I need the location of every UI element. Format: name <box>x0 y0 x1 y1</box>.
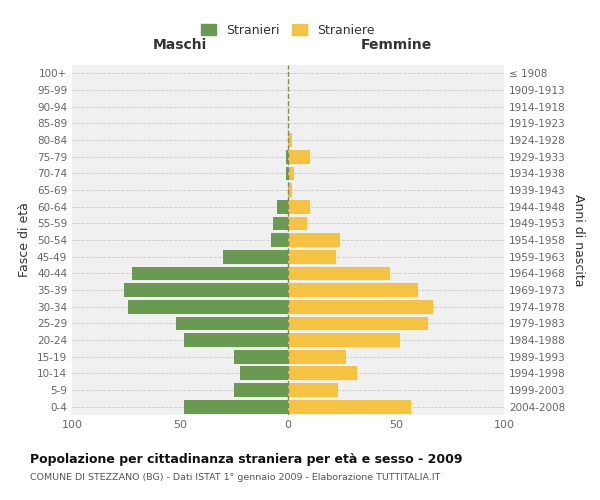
Bar <box>271 233 288 247</box>
Bar <box>288 333 400 347</box>
Bar <box>288 133 292 147</box>
Bar <box>133 266 288 280</box>
Bar <box>176 316 288 330</box>
Text: COMUNE DI STEZZANO (BG) - Dati ISTAT 1° gennaio 2009 - Elaborazione TUTTITALIA.I: COMUNE DI STEZZANO (BG) - Dati ISTAT 1° … <box>30 472 440 482</box>
Bar <box>288 233 340 247</box>
Bar <box>288 250 335 264</box>
Text: Femmine: Femmine <box>361 38 431 52</box>
Y-axis label: Fasce di età: Fasce di età <box>19 202 31 278</box>
Bar <box>286 150 288 164</box>
Bar <box>288 183 292 197</box>
Bar <box>288 166 295 180</box>
Legend: Stranieri, Straniere: Stranieri, Straniere <box>196 19 380 42</box>
Bar <box>288 200 310 213</box>
Bar <box>223 250 288 264</box>
Bar <box>288 383 338 397</box>
Bar <box>234 350 288 364</box>
Text: Popolazione per cittadinanza straniera per età e sesso - 2009: Popolazione per cittadinanza straniera p… <box>30 452 463 466</box>
Bar <box>288 366 357 380</box>
Bar <box>288 400 411 413</box>
Text: Maschi: Maschi <box>153 38 207 52</box>
Bar <box>128 300 288 314</box>
Bar <box>277 200 288 213</box>
Bar <box>288 283 418 297</box>
Bar <box>286 166 288 180</box>
Y-axis label: Anni di nascita: Anni di nascita <box>572 194 585 286</box>
Bar <box>288 266 389 280</box>
Bar <box>234 383 288 397</box>
Bar <box>288 300 433 314</box>
Bar <box>241 366 288 380</box>
Bar <box>288 350 346 364</box>
Bar <box>184 400 288 413</box>
Bar <box>273 216 288 230</box>
Bar <box>124 283 288 297</box>
Bar <box>288 216 307 230</box>
Bar <box>288 150 310 164</box>
Bar <box>184 333 288 347</box>
Bar <box>288 316 428 330</box>
